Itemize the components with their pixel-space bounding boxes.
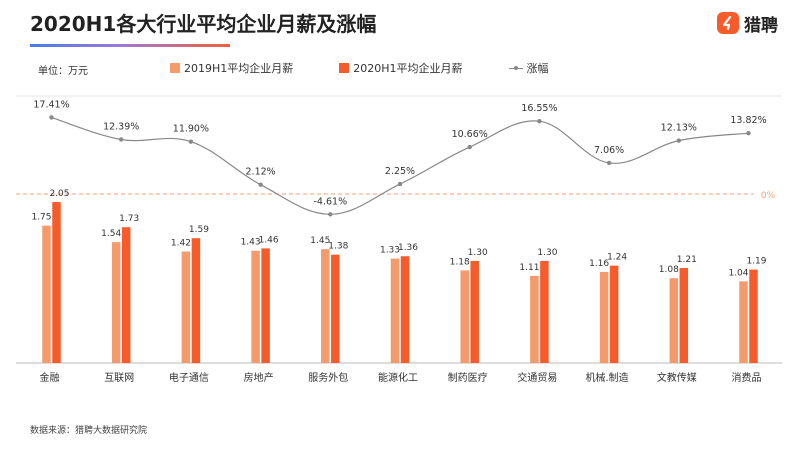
growth-label: 16.55% — [521, 103, 557, 114]
bar-label-2019: 1.42 — [171, 239, 191, 249]
brand-logo: 猎聘 — [717, 10, 778, 36]
growth-point — [397, 181, 403, 187]
bar-2019 — [251, 250, 260, 363]
page-title: 2020H1各大行业平均企业月薪及涨幅 — [30, 12, 377, 36]
bar-2019 — [42, 225, 51, 363]
bar-label-2019: 1.75 — [31, 213, 51, 223]
growth-label: 2.25% — [385, 166, 415, 177]
bar-2020 — [540, 260, 549, 363]
growth-point — [188, 139, 194, 144]
bar-label-2019: 1.33 — [380, 246, 400, 256]
bar-2020 — [679, 268, 689, 363]
growth-label: -4.61% — [313, 196, 347, 207]
bar-label-2020: 1.73 — [119, 214, 139, 224]
growth-point — [49, 115, 54, 120]
category-label: 互联网 — [104, 372, 134, 384]
bar-2020 — [261, 248, 270, 363]
category-label: 消费品 — [732, 371, 762, 384]
growth-label: 12.13% — [661, 123, 697, 134]
title-underline — [30, 44, 230, 47]
growth-point — [606, 160, 612, 166]
bar-2020 — [470, 260, 479, 363]
legend-label-2020: 2020H1平均企业月薪 — [353, 62, 463, 75]
legend-label-2019: 2019H1平均企业月薪 — [184, 62, 294, 75]
bar-label-2019: 1.18 — [450, 257, 470, 267]
bar-2020 — [52, 202, 61, 363]
category-label: 文教传媒 — [657, 371, 697, 384]
growth-label: 11.90% — [173, 124, 209, 135]
growth-label: 2.12% — [246, 167, 276, 178]
category-label: 服务外包 — [308, 371, 348, 384]
bar-label-2019: 1.16 — [589, 259, 609, 269]
bar-label-2019: 1.08 — [659, 265, 679, 275]
orange-square-logo-icon — [717, 12, 739, 34]
growth-point — [467, 144, 472, 150]
bar-2020 — [749, 269, 758, 363]
growth-label: 17.41% — [33, 99, 69, 110]
bar-2019 — [739, 281, 748, 363]
bar-2020 — [121, 227, 131, 363]
bar-label-2019: 1.11 — [519, 263, 539, 273]
growth-point — [258, 182, 263, 187]
bar-2020 — [331, 254, 340, 363]
legend-item-2019: 2019H1平均企业月薪 — [170, 60, 293, 76]
logo-text: 猎聘 — [744, 15, 778, 36]
bar-label-2020: 1.46 — [259, 235, 279, 245]
bar-label-2020: 1.24 — [607, 253, 627, 263]
growth-point — [676, 138, 681, 143]
bar-label-2020: 1.36 — [398, 243, 418, 253]
chart-legend: 2019H1平均企业月薪 2020H1平均企业月薪 涨幅 — [170, 60, 595, 76]
unit-label: 单位：万元 — [38, 66, 88, 77]
growth-label: 13.82% — [730, 115, 766, 126]
category-label: 房地产 — [244, 371, 274, 384]
bar-label-2020: 1.30 — [537, 248, 557, 258]
bar-label-2019: 1.54 — [101, 229, 121, 239]
bar-2019 — [669, 278, 679, 363]
bar-label-2019: 1.43 — [241, 238, 261, 248]
bar-2019 — [321, 249, 330, 363]
bar-2019 — [390, 258, 400, 363]
legend-swatch-growth — [508, 63, 523, 73]
category-label: 能源化工 — [378, 371, 418, 384]
bar-label-2019: 1.45 — [310, 236, 330, 246]
category-label: 制药医疗 — [448, 371, 488, 384]
legend-label-growth: 涨幅 — [526, 62, 549, 75]
bar-2019 — [181, 251, 191, 363]
growth-point — [537, 118, 542, 124]
zero-label: 0% — [761, 191, 776, 201]
category-label: 电子通信 — [169, 371, 209, 384]
legend-item-2020: 2020H1平均企业月薪 — [339, 60, 463, 76]
category-label: 金融 — [40, 371, 60, 384]
bar-2020 — [609, 265, 619, 363]
bar-2019 — [599, 271, 609, 363]
bar-label-2019: 1.04 — [728, 268, 748, 278]
growth-label: 7.06% — [594, 145, 624, 156]
growth-label: 10.66% — [452, 129, 488, 140]
data-source: 数据来源：猎聘大数据研究院 — [30, 426, 148, 436]
bar-2020 — [191, 238, 201, 363]
legend-swatch-2019 — [170, 63, 180, 73]
bar-label-2020: 2.05 — [49, 189, 69, 199]
growth-point — [746, 130, 751, 136]
category-label: 交通贸易 — [517, 371, 557, 384]
growth-point — [328, 212, 333, 217]
growth-label: 12.39% — [103, 121, 139, 132]
bar-label-2020: 1.38 — [328, 242, 348, 252]
category-label: 机械.制造 — [586, 371, 629, 384]
bar-label-2020: 1.59 — [189, 225, 209, 235]
bar-2020 — [400, 256, 410, 363]
growth-point — [119, 137, 124, 142]
bar-label-2020: 1.30 — [468, 248, 488, 258]
bar-label-2020: 1.19 — [746, 257, 766, 267]
bar-2019 — [530, 275, 539, 363]
legend-item-growth: 涨幅 — [508, 60, 549, 76]
legend-swatch-2020 — [339, 63, 350, 73]
bar-2019 — [460, 270, 469, 363]
bar-2019 — [111, 242, 121, 363]
bar-label-2020: 1.21 — [677, 255, 697, 265]
